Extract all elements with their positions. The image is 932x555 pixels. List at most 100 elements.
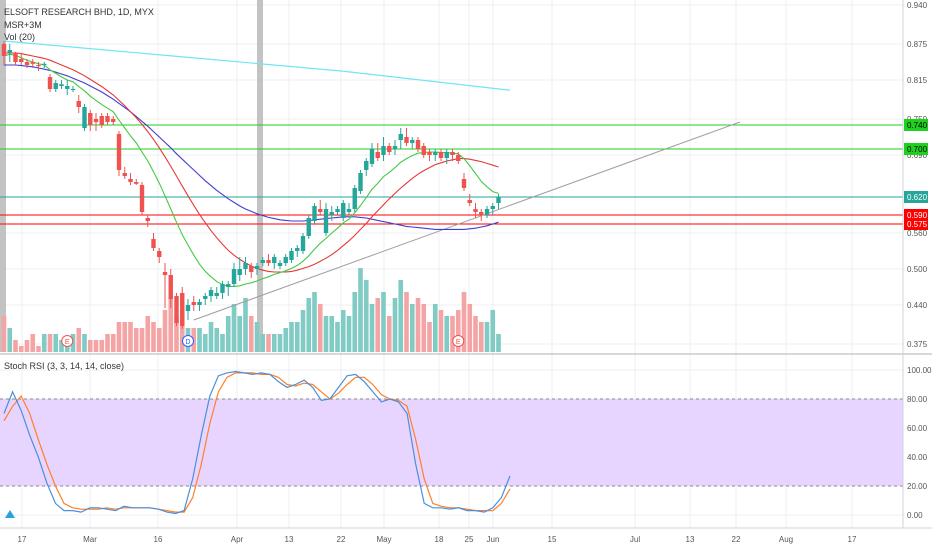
ma-slow-blue-line xyxy=(4,64,499,230)
price-axis-label: 0.375 xyxy=(907,340,928,349)
volume-bar xyxy=(312,292,317,352)
volume-bar xyxy=(363,280,369,352)
volume-bar xyxy=(168,298,174,352)
date-axis-label: 13 xyxy=(686,535,695,544)
volume-bar xyxy=(70,334,76,352)
candle-body xyxy=(387,146,392,152)
candle-body xyxy=(456,155,461,161)
volume-bar xyxy=(231,304,237,352)
level-tag xyxy=(904,191,928,203)
candle-body xyxy=(214,293,219,296)
candle-body xyxy=(289,251,294,260)
date-axis-label: May xyxy=(376,535,391,544)
volume-bar xyxy=(438,310,444,352)
volume-bar xyxy=(87,340,93,352)
volume-bar xyxy=(260,334,266,352)
volume-bar xyxy=(139,328,145,352)
event-marker-label: D xyxy=(185,339,190,346)
candle-body xyxy=(65,86,70,89)
candle-body xyxy=(157,251,162,257)
candle-body xyxy=(82,107,87,128)
price-axis-label: 0.500 xyxy=(907,265,928,274)
candle-body xyxy=(427,152,432,155)
volume-bar xyxy=(13,340,18,352)
volume-bar xyxy=(484,322,490,352)
volume-bar xyxy=(421,304,427,352)
volume-bar xyxy=(306,298,312,352)
indicator-vol: Vol (20) xyxy=(4,32,36,42)
date-axis-label: Jul xyxy=(630,535,640,544)
volume-bar xyxy=(47,334,53,352)
candle-body xyxy=(490,206,495,209)
level-tag-label: 0.740 xyxy=(907,121,928,130)
volume-bar xyxy=(340,310,346,352)
volume-bar xyxy=(243,298,248,352)
volume-bar xyxy=(24,340,30,352)
price-axis-label: 0.940 xyxy=(907,1,928,10)
date-axis-label: Apr xyxy=(231,535,244,544)
volume-bar xyxy=(369,304,375,352)
volume-bar xyxy=(208,322,214,352)
candle-body xyxy=(128,179,133,182)
volume-bar xyxy=(105,334,110,352)
candle-body xyxy=(398,134,403,140)
volume-bar xyxy=(36,346,41,352)
volume-bar xyxy=(53,334,59,352)
candle-body xyxy=(13,53,18,62)
volume-bar xyxy=(225,316,231,352)
price-axis-label: 0.440 xyxy=(907,301,928,310)
osc-axis-label: 40.00 xyxy=(907,453,928,462)
highlight-bands xyxy=(0,0,263,352)
candle-body xyxy=(341,203,346,218)
candle-body xyxy=(312,206,317,221)
candle-body xyxy=(36,65,41,67)
volume-bar xyxy=(156,328,162,352)
candle-body xyxy=(88,113,93,125)
volume-bar xyxy=(473,316,478,352)
date-axis-label: Jun xyxy=(487,535,500,544)
candle-body xyxy=(421,146,426,155)
price-axis-label: 0.875 xyxy=(907,40,928,49)
volume-bar xyxy=(220,334,225,352)
volume-bar xyxy=(444,316,450,352)
ma-fast-green-line xyxy=(3,53,499,287)
candle-body xyxy=(323,209,329,233)
candle-body xyxy=(168,275,173,299)
candle-body xyxy=(318,209,323,212)
stoch-k-line xyxy=(3,370,511,515)
candle-body xyxy=(42,63,47,65)
ma-cyan-line xyxy=(3,40,511,91)
volume-bar xyxy=(174,316,179,352)
volume-bar xyxy=(145,316,151,352)
price-axis-label: 0.815 xyxy=(907,76,928,85)
candle-body xyxy=(461,179,467,188)
candle-body xyxy=(392,146,398,149)
volume-bar xyxy=(404,292,409,352)
candle-body xyxy=(479,212,484,215)
candle-body xyxy=(191,302,196,305)
candle-body xyxy=(197,302,202,305)
volume-bar xyxy=(381,292,386,352)
indicator-msr: MSR+3M xyxy=(4,20,42,30)
stoch-rsi-pane xyxy=(0,353,932,518)
volume-bar xyxy=(398,280,404,352)
event-marker xyxy=(452,335,465,347)
candle-body xyxy=(145,218,150,221)
volume-bar xyxy=(266,334,271,352)
level-tag xyxy=(904,218,928,230)
volume-bar xyxy=(151,322,156,352)
candle-body xyxy=(272,257,277,263)
candle-body xyxy=(358,173,363,191)
candle-body xyxy=(283,257,288,263)
candle-body xyxy=(335,209,340,212)
candle-body xyxy=(433,152,438,155)
volume-bar xyxy=(386,316,392,352)
candle-body xyxy=(203,296,208,299)
volume-bar xyxy=(392,298,398,352)
date-axis-label: Mar xyxy=(83,535,97,544)
volume-bars xyxy=(1,268,501,352)
volume-bar xyxy=(59,340,64,352)
candle-body xyxy=(450,152,455,155)
candle-body xyxy=(254,266,260,269)
volume-bar xyxy=(197,328,202,352)
